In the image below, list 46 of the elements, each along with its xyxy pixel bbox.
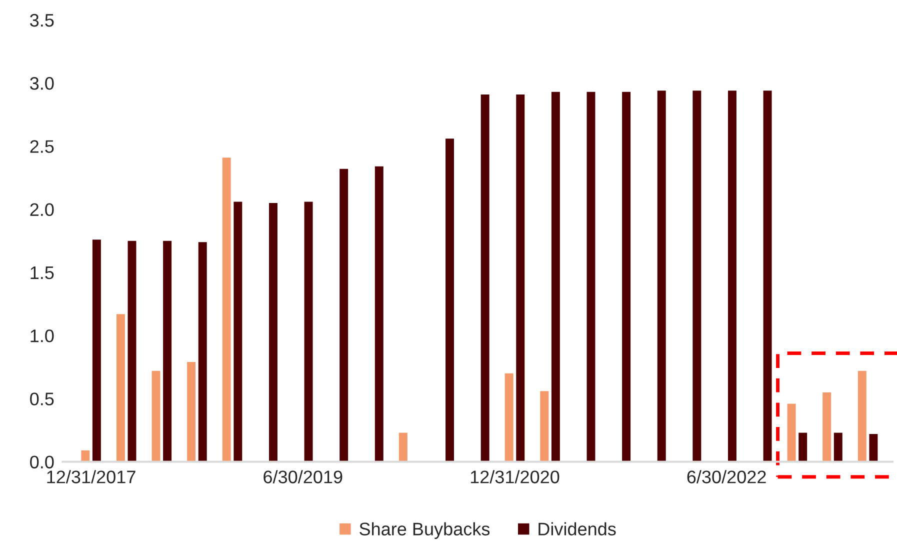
y-tick-label: 2.5	[30, 140, 54, 153]
legend-label: Dividends	[538, 522, 616, 536]
bar	[222, 158, 231, 462]
bar	[92, 240, 101, 462]
bar	[869, 434, 878, 462]
bar	[187, 362, 196, 462]
bar	[374, 166, 384, 462]
bar	[304, 202, 313, 462]
bar	[128, 240, 136, 462]
bar	[152, 370, 160, 462]
bar	[728, 90, 736, 462]
x-tick-label: 6/30/2019	[264, 470, 342, 484]
bar	[763, 90, 772, 462]
bar	[340, 168, 348, 462]
legend-label: Share Buybacks	[360, 522, 490, 540]
bar	[116, 314, 125, 462]
y-tick-label: 0.5	[30, 392, 54, 406]
bar	[446, 138, 454, 462]
bar	[480, 94, 490, 462]
y-tick-label: 0.0	[30, 456, 54, 468]
bar	[692, 90, 702, 462]
y-tick-label: 2.0	[30, 203, 54, 216]
bar	[540, 391, 549, 462]
bar	[398, 432, 408, 462]
y-tick-label: 1.5	[30, 266, 54, 280]
bar	[163, 240, 172, 462]
y-tick-label: 3.0	[30, 77, 54, 90]
x-tick-label: 12/31/2020	[470, 470, 560, 484]
bar	[551, 92, 560, 462]
bar	[586, 92, 596, 462]
bar	[834, 432, 842, 462]
bar	[268, 203, 278, 462]
bar	[858, 370, 866, 462]
bar	[198, 242, 207, 462]
x-tick-label: 12/31/2017	[47, 470, 136, 484]
bar	[622, 92, 631, 462]
bar	[798, 432, 808, 462]
bar	[657, 90, 666, 462]
bar	[504, 373, 514, 462]
bar	[787, 404, 796, 462]
bar	[822, 392, 832, 462]
bar	[234, 202, 242, 462]
y-tick-label: 3.5	[30, 14, 54, 27]
y-tick-label: 1.0	[30, 329, 54, 342]
bar	[516, 94, 525, 462]
x-tick-label: 6/30/2022	[687, 470, 766, 484]
